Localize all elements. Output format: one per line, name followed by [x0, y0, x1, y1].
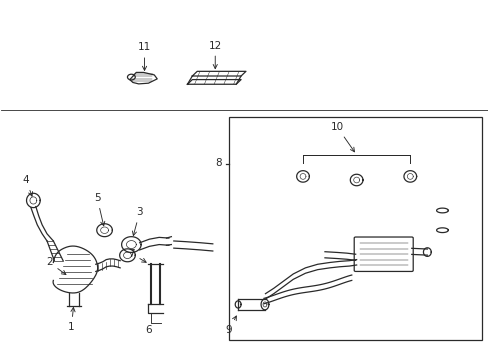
Text: 1: 1: [68, 307, 75, 332]
Text: 6: 6: [145, 325, 151, 335]
Text: 11: 11: [138, 42, 151, 71]
Text: 12: 12: [208, 41, 222, 69]
Text: 2: 2: [46, 257, 66, 275]
Bar: [228, 117, 482, 339]
Text: 3: 3: [132, 207, 142, 235]
Text: 7: 7: [128, 248, 146, 262]
Text: 10: 10: [330, 122, 354, 152]
Text: 4: 4: [22, 175, 33, 196]
Text: 5: 5: [94, 193, 104, 226]
Text: 8: 8: [214, 158, 221, 168]
Text: 9: 9: [225, 316, 236, 335]
